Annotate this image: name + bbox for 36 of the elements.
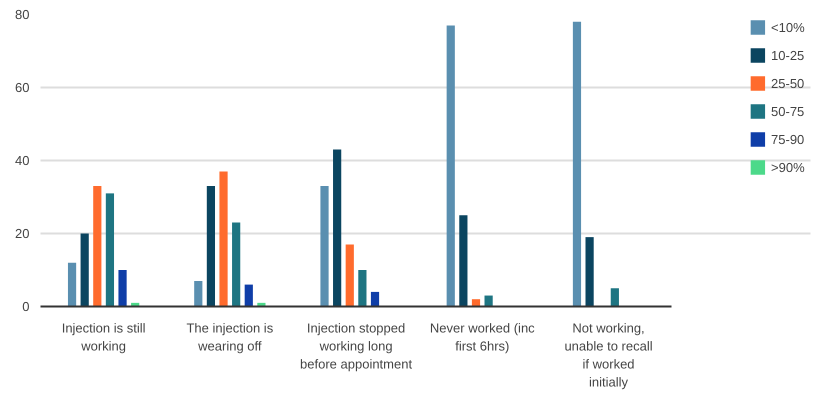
y-tick-label: 60	[15, 80, 30, 95]
bar	[320, 186, 329, 306]
bar	[118, 270, 127, 306]
bar	[244, 284, 253, 306]
bar	[80, 234, 89, 306]
y-tick-label: 40	[15, 153, 30, 168]
x-tick-label: Never worked (inc first 6hrs)	[430, 320, 536, 354]
bar	[358, 270, 366, 306]
bar	[459, 215, 468, 306]
x-tick-label: The injection is wearing off	[186, 320, 274, 354]
bar	[232, 222, 240, 306]
legend-label: 10-25	[771, 48, 804, 62]
legend-label: >90%	[771, 160, 805, 174]
bar	[370, 292, 380, 306]
bar	[446, 25, 455, 306]
bar	[585, 237, 594, 306]
x-tick-label: Injection stopped working long before appointment	[300, 320, 412, 372]
legend-label: 25-50	[771, 76, 804, 90]
bar	[333, 150, 342, 306]
bar	[106, 193, 114, 306]
bar	[572, 22, 582, 306]
legend-label: 50-75	[771, 104, 804, 118]
bar	[194, 280, 202, 306]
bar	[610, 288, 619, 306]
legend-label: <10%	[771, 20, 805, 34]
y-tick-label: 20	[15, 226, 30, 241]
bar	[219, 171, 228, 306]
bar	[206, 186, 216, 306]
bar	[68, 262, 76, 306]
x-tick-label: Injection is still working	[62, 320, 146, 354]
x-tick-label: Not working, unable to recall if worked initially	[564, 320, 653, 390]
y-tick-label: 80	[15, 7, 30, 22]
y-tick-label: 0	[22, 299, 30, 314]
legend-label: 75-90	[771, 132, 804, 146]
bar	[93, 186, 102, 306]
bar	[346, 244, 354, 306]
